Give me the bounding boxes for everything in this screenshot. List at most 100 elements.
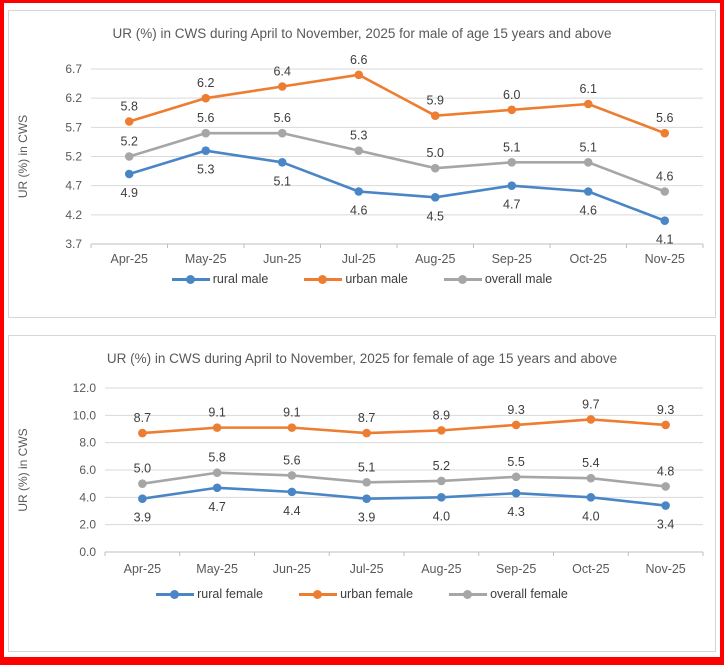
svg-text:4.0: 4.0: [582, 509, 599, 523]
data-point-marker: [212, 423, 222, 432]
y-axis-title: UR (%) in CWS: [16, 115, 30, 198]
data-point-marker: [201, 93, 211, 103]
legend-item-rural-male: rural male: [171, 272, 268, 286]
svg-text:6.6: 6.6: [350, 53, 367, 67]
data-point-marker: [124, 169, 134, 179]
data-point-marker: [277, 82, 287, 91]
legend-item-urban-female: urban female: [299, 587, 413, 601]
legend-item-urban-male: urban male: [304, 272, 408, 286]
data-point-marker: [437, 426, 446, 435]
data-point-marker: [212, 483, 222, 493]
x-axis-tick-marks: [90, 244, 704, 248]
data-point-marker: [212, 468, 222, 478]
data-point-marker: [583, 158, 593, 167]
female-chart-legend: rural female urban female overall female: [9, 587, 715, 601]
y-axis-tick-labels: 0.0 2.0 4.0 6.0 8.0 10.0 12.0: [73, 381, 97, 559]
data-point-marker: [660, 187, 670, 196]
svg-text:Oct-25: Oct-25: [569, 252, 607, 266]
svg-text:9.1: 9.1: [283, 406, 300, 420]
svg-text:4.6: 4.6: [580, 204, 597, 218]
svg-text:5.3: 5.3: [350, 129, 367, 143]
data-point-marker: [138, 494, 147, 503]
legend-item-overall-male: overall male: [443, 272, 553, 286]
svg-text:3.4: 3.4: [657, 518, 674, 532]
male-chart-plot: 3.7 4.2 4.7 5.2 5.7 6.2 6.7 Apr-25 May-25 Jun-25 J…: [16, 53, 704, 266]
data-labels-rural-male: 4.9 5.3 5.1 4.6 4.5 4.7 4.6 4.1: [121, 163, 674, 247]
svg-text:4.6: 4.6: [656, 170, 673, 184]
svg-text:5.2: 5.2: [65, 150, 82, 164]
svg-text:5.8: 5.8: [121, 100, 138, 114]
svg-text:5.5: 5.5: [507, 455, 524, 469]
data-labels-overall-male: 5.2 5.6 5.6 5.3 5.0 5.1 5.1 4.6: [121, 111, 674, 183]
svg-text:3.9: 3.9: [134, 511, 151, 525]
svg-text:5.1: 5.1: [358, 460, 375, 474]
data-point-marker: [354, 146, 364, 155]
svg-text:Jul-25: Jul-25: [342, 252, 376, 266]
svg-text:6.4: 6.4: [274, 65, 291, 79]
data-point-marker: [287, 471, 297, 480]
data-labels-rural-female: 3.9 4.7 4.4 3.9 4.0 4.3 4.0 3.4: [134, 500, 675, 532]
svg-text:8.9: 8.9: [433, 408, 450, 422]
data-point-marker: [362, 478, 371, 487]
svg-text:3.9: 3.9: [358, 511, 375, 525]
data-point-marker: [586, 473, 596, 483]
data-point-marker: [660, 216, 670, 225]
svg-text:5.1: 5.1: [274, 174, 291, 188]
data-point-marker: [511, 472, 521, 482]
data-point-marker: [586, 493, 596, 502]
series-rural-female: [138, 483, 670, 510]
data-point-marker: [507, 181, 517, 190]
data-point-marker: [507, 105, 517, 115]
line-marker-icon: [304, 274, 343, 284]
svg-text:Nov-25: Nov-25: [645, 252, 685, 266]
data-point-marker: [277, 128, 287, 138]
svg-text:5.7: 5.7: [65, 120, 82, 134]
line-marker-icon: [171, 274, 210, 284]
data-point-marker: [661, 501, 670, 510]
legend-label: urban male: [345, 272, 408, 286]
data-point-marker: [511, 488, 521, 498]
legend-label: rural female: [197, 587, 264, 601]
legend-label: overall female: [490, 587, 568, 601]
svg-text:10.0: 10.0: [73, 408, 97, 422]
data-labels-overall-female: 5.0 5.8 5.6 5.1 5.2 5.5 5.4 4.8: [134, 451, 675, 479]
x-axis-category-labels: Apr-25 May-25 Jun-25 Jul-25 Aug-25 Sep-25 Oct-…: [110, 252, 684, 266]
data-point-marker: [511, 420, 521, 430]
svg-text:5.0: 5.0: [134, 462, 151, 476]
legend-label: overall male: [484, 272, 553, 286]
series-urban-female: [138, 415, 670, 438]
svg-text:6.2: 6.2: [197, 76, 214, 90]
data-point-marker: [354, 70, 364, 80]
svg-text:Aug-25: Aug-25: [421, 562, 461, 576]
data-point-marker: [430, 163, 440, 173]
male-chart-legend: rural male urban male overall male: [9, 272, 715, 286]
svg-text:8.0: 8.0: [79, 436, 96, 450]
data-point-marker: [430, 193, 440, 202]
data-point-marker: [583, 187, 593, 196]
svg-text:8.7: 8.7: [134, 411, 151, 425]
series-urban-male: [124, 70, 670, 138]
x-axis-tick-marks: [104, 552, 704, 556]
data-labels-urban-male: 5.8 6.2 6.4 6.6 5.9 6.0 6.1 5.6: [121, 53, 674, 125]
svg-text:Apr-25: Apr-25: [110, 252, 148, 266]
data-point-marker: [138, 428, 147, 438]
svg-text:5.9: 5.9: [427, 94, 444, 108]
data-point-marker: [507, 158, 517, 167]
svg-text:6.2: 6.2: [65, 91, 82, 105]
svg-text:Sep-25: Sep-25: [492, 252, 532, 266]
svg-text:4.4: 4.4: [283, 504, 300, 518]
data-point-marker: [362, 494, 371, 503]
svg-text:9.3: 9.3: [657, 403, 674, 417]
data-point-marker: [277, 158, 287, 167]
svg-text:5.2: 5.2: [121, 135, 138, 149]
data-point-marker: [124, 117, 134, 126]
data-point-marker: [661, 482, 670, 491]
female-chart-card: UR (%) in CWS during April to November, …: [8, 335, 716, 652]
svg-text:5.6: 5.6: [283, 453, 300, 467]
svg-text:4.6: 4.6: [350, 204, 367, 218]
male-chart-title: UR (%) in CWS during April to November, …: [112, 26, 612, 41]
svg-text:Oct-25: Oct-25: [572, 562, 610, 576]
female-chart-plot: 0.0 2.0 4.0 6.0 8.0 10.0 12.0 Apr-25 May-25 Jun-2…: [16, 381, 704, 576]
data-point-marker: [437, 493, 446, 502]
